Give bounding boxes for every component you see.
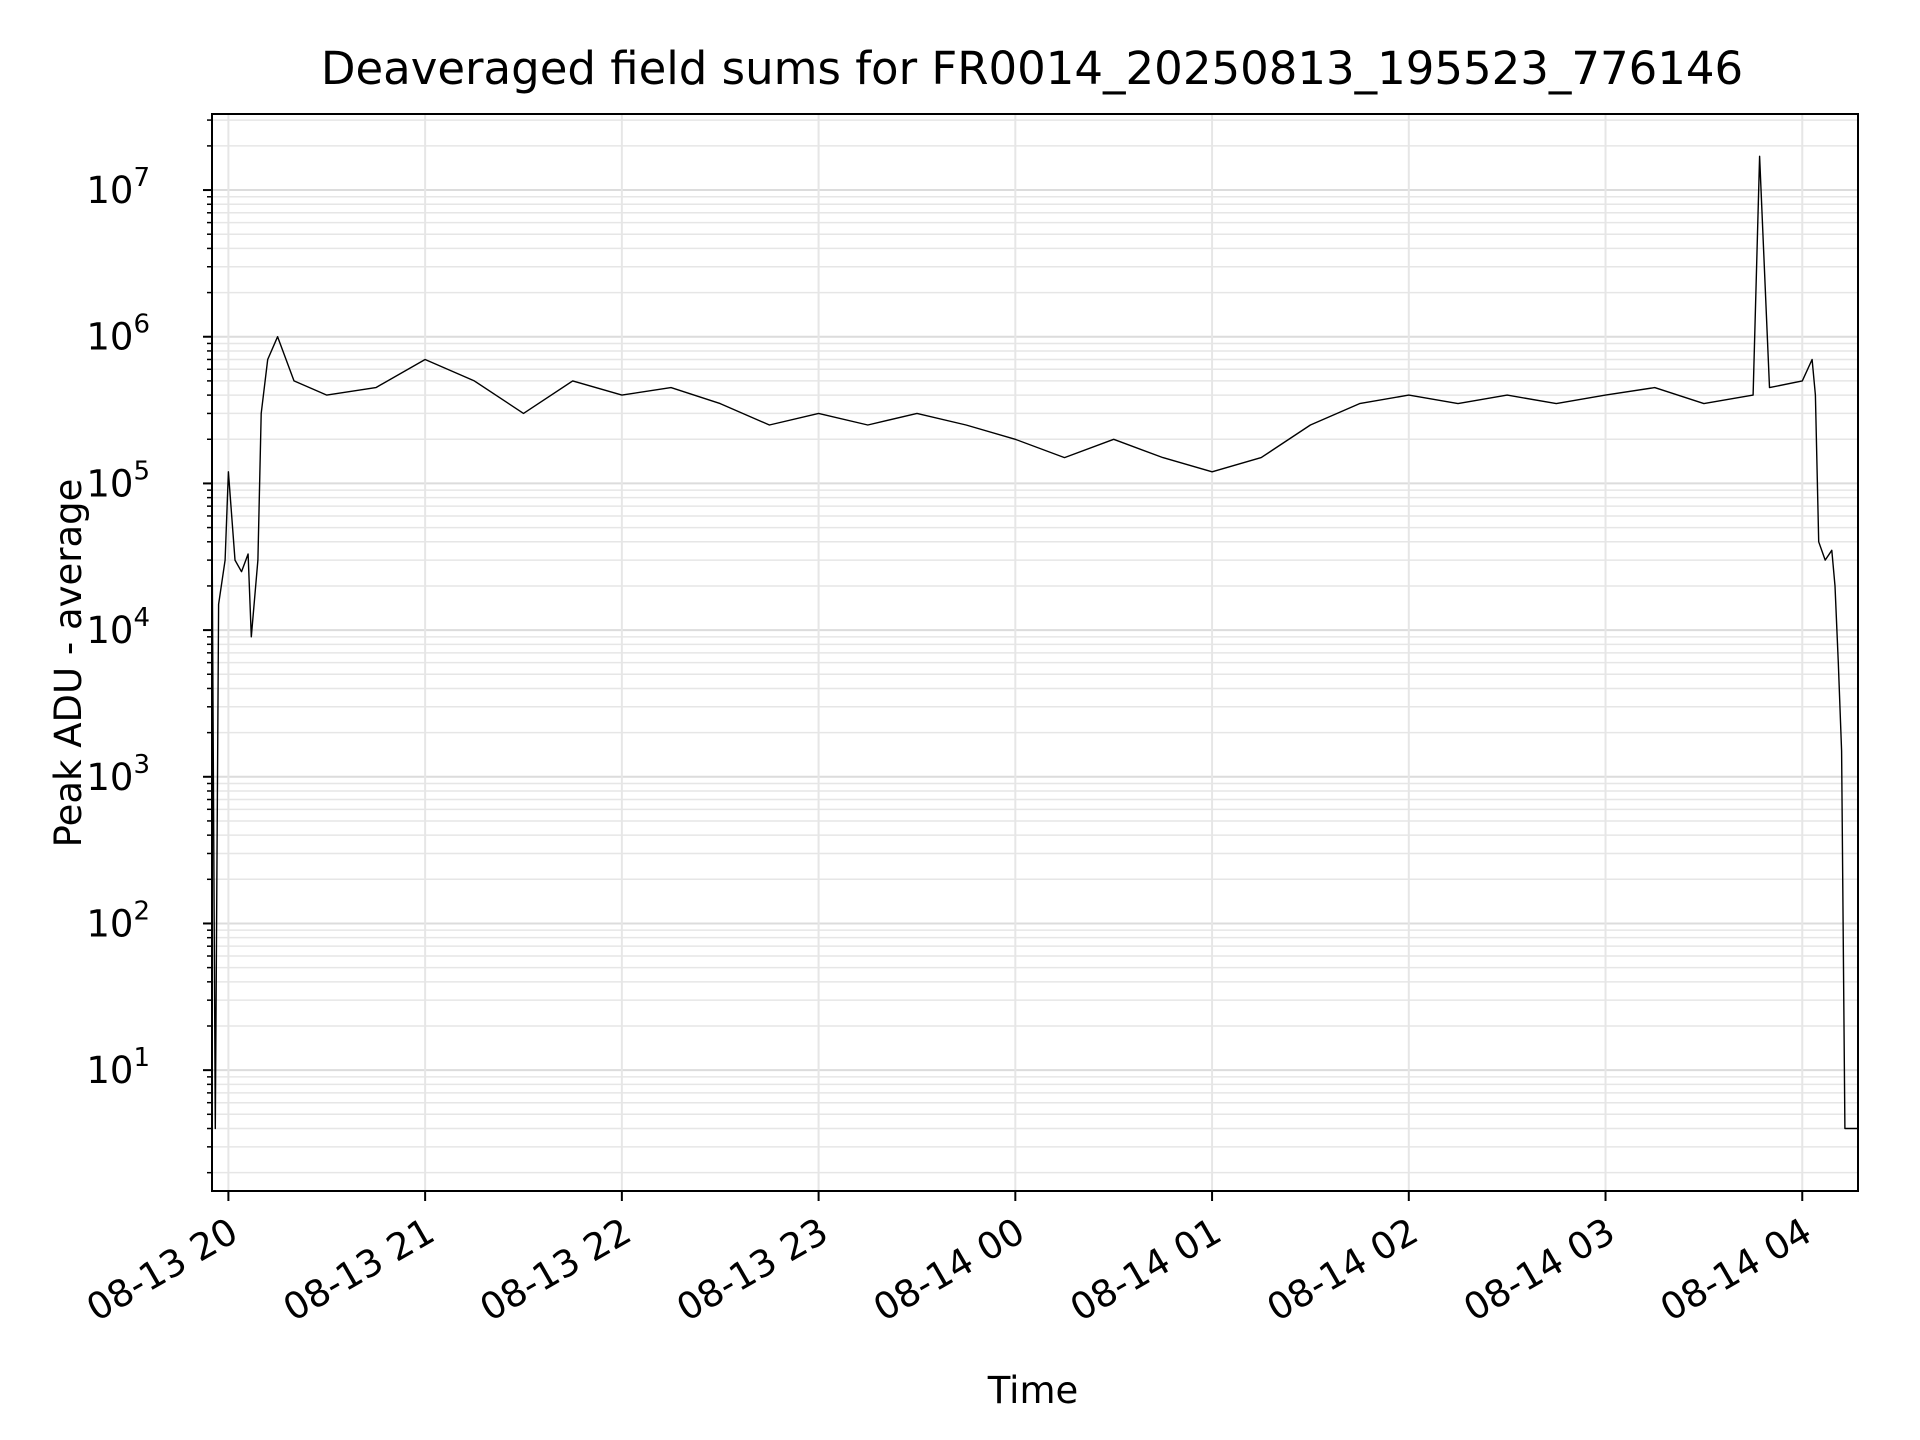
y-tick-label: 101: [86, 1043, 150, 1092]
y-axis-label: Peak ADU - average: [47, 479, 90, 848]
y-tick-base: 10: [86, 462, 133, 505]
y-tick-label: 105: [86, 456, 150, 505]
y-tick-exponent: 4: [133, 603, 150, 633]
y-tick-exponent: 2: [133, 896, 150, 926]
y-tick-label: 106: [86, 310, 150, 359]
y-tick-exponent: 6: [133, 310, 150, 340]
y-tick-label: 102: [86, 896, 150, 945]
y-tick-label: 104: [86, 603, 150, 652]
chart-title: Deaveraged field sums for FR0014_2025081…: [321, 42, 1743, 95]
y-tick-base: 10: [86, 1049, 133, 1092]
y-tick-exponent: 7: [133, 163, 150, 193]
axis-ticks: [203, 119, 1804, 1201]
y-tick-exponent: 3: [133, 750, 150, 780]
y-tick-label: 103: [86, 750, 150, 799]
y-tick-label: 107: [86, 163, 150, 212]
series-line: [211, 155, 1858, 1130]
y-tick-exponent: 1: [133, 1043, 150, 1073]
y-tick-base: 10: [86, 609, 133, 652]
y-tick-base: 10: [86, 902, 133, 945]
y-tick-base: 10: [86, 316, 133, 359]
y-tick-base: 10: [86, 169, 133, 212]
x-axis-label: Time: [987, 1369, 1079, 1412]
y-tick-exponent: 5: [133, 456, 150, 486]
grid: [212, 114, 1858, 1191]
y-tick-base: 10: [86, 756, 133, 799]
